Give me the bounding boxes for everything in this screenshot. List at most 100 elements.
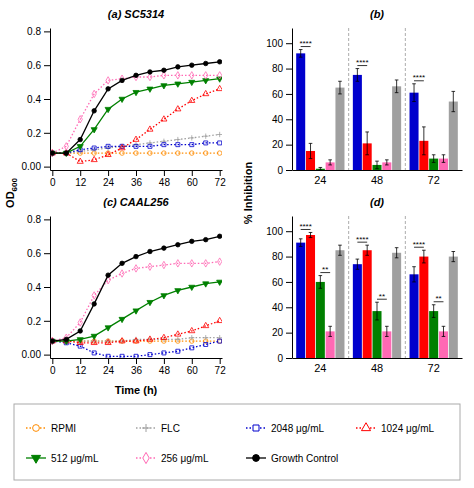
legend-label: 1024 μg/mL bbox=[381, 423, 434, 434]
tick: 0.2 bbox=[27, 316, 50, 327]
data-point bbox=[190, 72, 194, 79]
annotation: ** bbox=[379, 292, 385, 301]
tick: 0 bbox=[277, 353, 292, 364]
tick-label: 80 bbox=[272, 251, 284, 262]
tick: 20 bbox=[272, 327, 292, 338]
error-bar bbox=[338, 245, 342, 255]
tick: 0 bbox=[50, 170, 56, 188]
error-bar bbox=[338, 81, 342, 94]
bar bbox=[449, 257, 458, 358]
tick-mark bbox=[52, 358, 53, 364]
error-bar bbox=[328, 326, 332, 336]
tick-label: 0.4 bbox=[27, 282, 41, 293]
tick-label: 0.8 bbox=[27, 26, 41, 37]
data-point bbox=[77, 158, 83, 163]
data-point bbox=[133, 136, 139, 141]
tick: 0.00 bbox=[22, 349, 50, 360]
figure: 01224364860720.000.20.40.60.8(a) SC5314O… bbox=[0, 0, 474, 488]
bar bbox=[296, 243, 305, 358]
tick-mark bbox=[80, 170, 81, 176]
data-point bbox=[64, 143, 68, 150]
tick-mark bbox=[44, 219, 50, 220]
x-axis: 0122436486072 bbox=[50, 170, 226, 188]
error-bar bbox=[412, 267, 416, 282]
data-point bbox=[105, 338, 110, 343]
bar bbox=[353, 75, 362, 170]
annotation: **** bbox=[413, 73, 425, 82]
error-bar bbox=[375, 161, 379, 169]
tick: 48 bbox=[371, 362, 383, 374]
data-point bbox=[92, 146, 96, 150]
panel-title: (a) SC5314 bbox=[108, 8, 164, 20]
tick-label: 72 bbox=[428, 174, 440, 186]
data-point bbox=[77, 145, 83, 150]
tick-label: 36 bbox=[131, 365, 143, 376]
tick-mark bbox=[44, 65, 50, 66]
error-bar bbox=[432, 305, 436, 318]
data-point bbox=[203, 90, 209, 95]
error-bar bbox=[451, 252, 455, 262]
data-point bbox=[203, 282, 209, 287]
bar bbox=[296, 53, 305, 170]
data-point bbox=[50, 339, 55, 344]
data-point bbox=[78, 329, 83, 334]
tick-label: 0.8 bbox=[27, 214, 41, 225]
tick-label: 60 bbox=[187, 365, 199, 376]
tick-mark bbox=[286, 333, 292, 334]
data-point bbox=[50, 339, 54, 343]
y-axis: 020406080100 bbox=[266, 29, 292, 176]
x-axis: 244872 bbox=[293, 359, 463, 374]
tick: 0.8 bbox=[27, 26, 50, 37]
data-point bbox=[203, 335, 208, 340]
data-point bbox=[50, 339, 55, 344]
axis-line bbox=[292, 217, 293, 359]
data-point bbox=[203, 237, 208, 242]
panel-title: (c) CAAL256 bbox=[103, 196, 169, 208]
tick-mark bbox=[44, 355, 50, 356]
tick: 0.4 bbox=[27, 282, 50, 293]
tick-label: 60 bbox=[272, 277, 284, 288]
tick-label: 24 bbox=[103, 365, 115, 376]
tick-mark bbox=[286, 43, 292, 44]
annotation: **** bbox=[356, 58, 368, 67]
tick-mark bbox=[286, 358, 292, 359]
separator bbox=[348, 216, 349, 358]
data-point bbox=[189, 80, 195, 85]
error-bar bbox=[365, 132, 369, 155]
tick-label: 48 bbox=[159, 365, 171, 376]
tick: 100 bbox=[266, 226, 292, 237]
data-point bbox=[120, 151, 125, 156]
tick-label: 0.6 bbox=[27, 60, 41, 71]
separator bbox=[405, 28, 406, 170]
legend-label: FLC bbox=[161, 423, 180, 434]
bar bbox=[306, 235, 315, 358]
data-point bbox=[64, 151, 69, 156]
tick-label: 72 bbox=[215, 177, 227, 188]
data-point bbox=[133, 337, 138, 342]
tick: 0.2 bbox=[27, 128, 50, 139]
data-point bbox=[190, 63, 195, 68]
plot-area bbox=[50, 60, 222, 164]
error-bar bbox=[309, 232, 313, 237]
data-point bbox=[91, 128, 97, 133]
data-point bbox=[134, 265, 138, 272]
data-point bbox=[92, 302, 97, 307]
error-bar bbox=[356, 69, 360, 82]
tick-label: 36 bbox=[131, 177, 143, 188]
bar bbox=[335, 250, 344, 358]
tick: 24 bbox=[314, 174, 326, 186]
tick-label: 12 bbox=[75, 177, 87, 188]
legend-item: FLC bbox=[136, 423, 180, 434]
data-point bbox=[190, 260, 194, 267]
legend-marker bbox=[33, 425, 40, 432]
data-point bbox=[119, 338, 125, 343]
tick-label: 0 bbox=[277, 353, 283, 364]
tick-label: 0.6 bbox=[27, 248, 41, 259]
data-point bbox=[176, 143, 180, 147]
tick-label: 72 bbox=[215, 365, 227, 376]
tick: 36 bbox=[131, 358, 143, 376]
data-point bbox=[217, 280, 222, 285]
data-point bbox=[148, 249, 153, 254]
error-bar bbox=[422, 127, 426, 155]
tick: 24 bbox=[103, 358, 115, 376]
